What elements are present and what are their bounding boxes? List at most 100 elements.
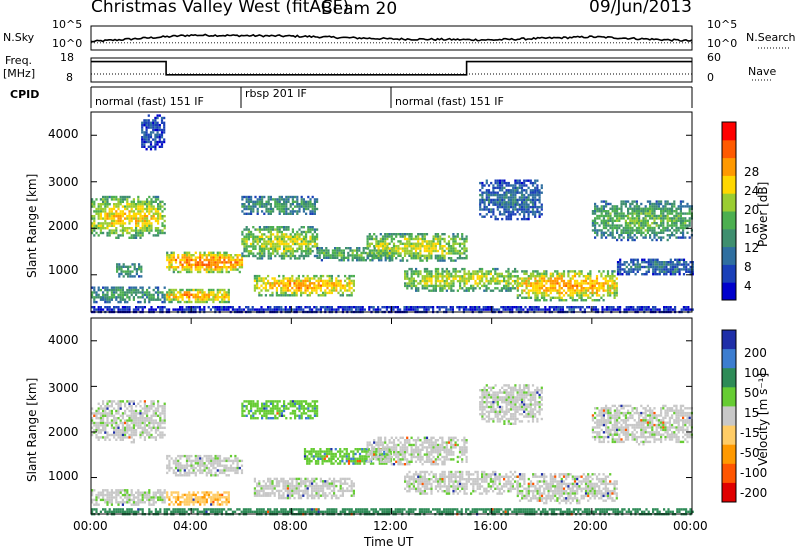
power-map-cell [223,293,226,296]
power-map-cell [454,242,457,245]
power-map-cell [456,252,459,255]
power-map-cell [347,254,350,257]
power-map-cell [649,229,652,232]
power-map-cell [682,200,685,203]
power-map-cell [356,256,359,259]
power-map-cell [106,212,109,215]
power-map-cell [527,210,530,214]
vel-map-cell [95,433,98,437]
power-map-cell [644,217,647,220]
power-map-cell [316,245,319,248]
power-map-cell [185,261,189,264]
power-map-cell [157,207,160,211]
power-map-cell [678,263,681,266]
power-map-cell [120,265,123,268]
power-map-cell [549,279,552,283]
power-map-cell [549,282,552,285]
power-map-cell [221,256,224,259]
power-map-cell [687,270,690,273]
vel-map-cell [128,405,131,408]
power-map-cell [128,236,131,239]
power-map-cell [627,200,630,203]
power-map-cell [181,268,184,271]
power-map-cell [534,203,537,206]
power-map-cell [177,296,180,299]
power-map-cell [556,279,559,283]
power-map-cell [137,212,140,215]
power-map-cell [199,251,202,254]
power-map-cell [245,200,248,203]
power-map-cell [121,306,124,309]
power-map-cell [627,224,630,227]
power-map-cell [419,259,422,262]
power-map-cell [386,249,389,253]
power-map-cell [498,189,502,192]
power-map-band-8 [253,274,355,297]
power-map-cell [258,203,261,206]
power-map-cell [677,207,680,210]
vel-map-cell [97,436,100,439]
vel-map-cell [121,433,124,437]
power-map-cell [232,256,235,259]
power-map-cell [227,293,230,296]
power-map-cell [141,224,144,227]
power-map-cell [344,306,347,309]
power-map-cell [616,212,619,215]
power-map-cell [535,308,538,311]
power-map-cell [677,219,680,222]
power-map-cell [122,265,125,268]
power-map-cell [339,282,342,285]
power-map-cell [485,289,488,292]
power-map-cell [274,203,277,206]
power-map-cell [531,213,535,216]
power-map-cell [344,274,347,278]
power-map-cell [119,300,122,304]
power-map-cell [602,200,605,203]
power-map-cell [660,207,663,210]
power-map-cell [218,251,222,254]
power-map-cell [542,308,545,311]
power-map-cell [573,275,577,278]
power-map-cell [154,234,157,237]
power-map-cell [625,306,628,309]
power-map-cell [450,272,453,276]
nsky-line-series [90,33,693,44]
power-map-cell [160,119,164,122]
power-map-cell [258,291,261,295]
power-map-cell [157,205,160,208]
power-map-cell [207,306,210,309]
power-map-cell [154,291,157,294]
power-map-cell [620,217,623,220]
vel-map-cell [128,414,131,417]
power-map-cell [621,263,624,266]
power-map-cell [341,291,344,295]
power-map-cell [161,306,164,309]
power-map-cell [319,279,322,283]
power-map-cell [485,287,488,290]
power-map-cell [472,275,475,278]
power-map-cell [523,201,526,204]
power-map-cell [139,229,142,232]
power-map-cell [594,219,597,222]
power-map-cell [263,203,266,206]
power-map-cell [551,279,555,283]
power-map-cell [269,254,272,258]
power-map-cell [660,231,663,234]
power-map-cell [657,231,660,234]
power-map-cell [653,212,656,215]
power-map-cell [263,195,266,199]
power-map-cell [236,256,239,259]
power-map-cell [531,308,534,311]
power-map-cell [500,289,503,292]
power-map-cell [536,287,539,290]
power-map-cell [251,308,254,311]
vel-map-cell [97,424,100,427]
power-map-cell [485,208,488,211]
power-map-cell [491,306,494,309]
power-map-cell [684,236,687,239]
power-map-cell [185,306,188,309]
power-map-cell [276,205,279,208]
power-map-cell [108,212,111,215]
power-map-cell [472,272,475,276]
power-map-cell [465,249,468,253]
